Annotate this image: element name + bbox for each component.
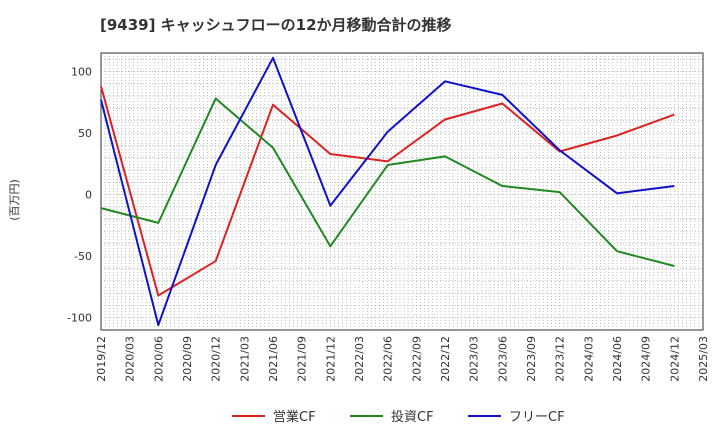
legend-label: フリーCF — [509, 410, 565, 425]
y-tick-label: 100 — [71, 65, 92, 78]
legend-label: 投資CF — [391, 409, 434, 425]
x-axis-ticks: 2019/12 2020/03 2020/06 2020/09 2020/12 2021/… — [95, 336, 710, 382]
chart-title: [9439] キャッシュフローの12か月移動合計の推移 — [100, 16, 452, 34]
x-tick-label: 2022/03 — [353, 336, 366, 382]
x-tick-label: 2021/09 — [296, 336, 309, 382]
x-tick-label: 2024/09 — [640, 336, 653, 382]
x-tick-label: 2019/12 — [95, 336, 108, 382]
grid-layer — [100, 53, 704, 330]
x-tick-label: 2020/12 — [210, 336, 223, 382]
x-tick-label: 2023/09 — [525, 336, 538, 382]
x-tick-label: 2024/03 — [582, 336, 595, 382]
y-axis-ticks: 100 50 0 -50 -100 — [67, 65, 92, 324]
series-layer — [100, 56, 675, 327]
x-tick-label: 2022/06 — [382, 336, 395, 382]
x-tick-label: 2020/03 — [124, 336, 137, 382]
y-tick-label: 50 — [78, 127, 92, 140]
x-tick-label: 2020/06 — [152, 336, 165, 382]
series-line — [100, 56, 675, 327]
x-tick-label: 2024/06 — [611, 336, 624, 382]
x-tick-label: 2021/03 — [238, 336, 251, 382]
x-tick-label: 2022/12 — [439, 336, 452, 382]
x-tick-label: 2022/09 — [410, 336, 423, 382]
y-tick-label: -50 — [74, 250, 92, 263]
x-tick-label: 2023/03 — [468, 336, 481, 382]
y-tick-label: 0 — [85, 189, 92, 202]
legend: 営業CF 投資CF フリーCF — [232, 409, 565, 425]
x-tick-label: 2021/12 — [324, 336, 337, 382]
x-tick-label: 2025/03 — [697, 336, 710, 382]
legend-label: 営業CF — [273, 409, 316, 425]
plot-frame — [100, 52, 704, 331]
y-axis-label: (百万円) — [8, 179, 21, 221]
x-tick-label: 2020/09 — [181, 336, 194, 382]
x-tick-label: 2024/12 — [668, 336, 681, 382]
x-tick-label: 2021/06 — [267, 336, 280, 382]
x-tick-label: 2023/06 — [496, 336, 509, 382]
series-line — [100, 97, 675, 267]
series-line — [100, 85, 675, 297]
x-tick-label: 2023/12 — [554, 336, 567, 382]
y-tick-label: -100 — [67, 312, 92, 325]
